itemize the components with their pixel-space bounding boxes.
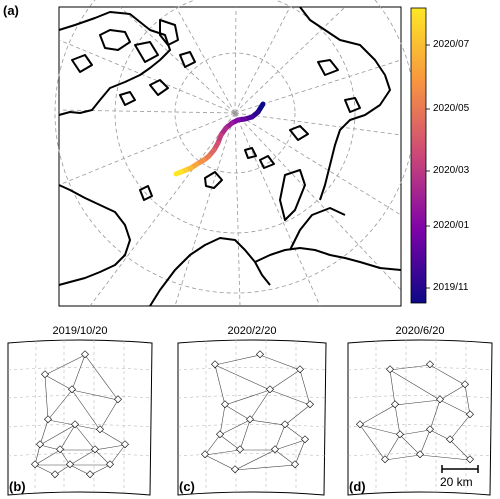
colorbar-ticks [426, 44, 430, 289]
panel-b [7, 339, 153, 496]
panel-c-label: (c) [179, 479, 195, 494]
graticule [54, 0, 416, 307]
scale-bar [441, 465, 479, 473]
panel-c [177, 339, 327, 496]
colorbar-tick-label: 2020/01 [433, 220, 470, 231]
panel-b-label: (b) [9, 479, 26, 494]
colorbar [410, 7, 427, 304]
colorbar-tick-label: 2019/11 [433, 282, 469, 293]
drift-track [173, 101, 266, 177]
coastlines [58, 6, 402, 307]
colorbar-tick-label: 2020/05 [433, 103, 470, 114]
panel-d-date: 2020/6/20 [395, 325, 445, 337]
panel-c-date: 2020/2/20 [227, 325, 277, 337]
map-frame [58, 6, 402, 307]
panel-d [347, 339, 493, 496]
colorbar-tick-label: 2020/07 [433, 39, 470, 50]
scale-bar-label: 20 km [440, 475, 473, 489]
panel-b-date: 2019/10/20 [52, 325, 108, 337]
arctic-map [54, 0, 430, 307]
colorbar-tick-label: 2020/03 [433, 165, 470, 176]
panel-a-label: (a) [3, 3, 19, 18]
buoy-network-panels [7, 339, 493, 496]
track-segment [173, 169, 184, 177]
panel-d-label: (d) [349, 479, 366, 494]
